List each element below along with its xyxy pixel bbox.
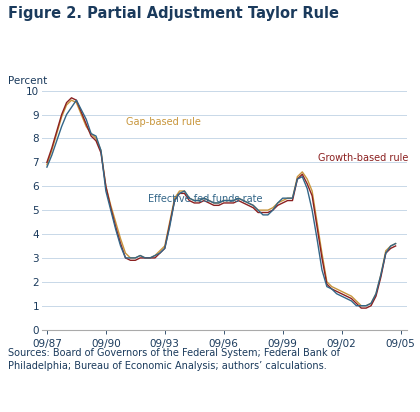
Text: Percent: Percent: [8, 76, 47, 86]
Text: Sources: Board of Governors of the Federal System; Federal Bank of
Philadelphia;: Sources: Board of Governors of the Feder…: [8, 348, 340, 371]
Text: Figure 2. Partial Adjustment Taylor Rule: Figure 2. Partial Adjustment Taylor Rule: [8, 6, 339, 21]
Text: Gap-based rule: Gap-based rule: [126, 117, 201, 127]
Text: Effective fed funds rate: Effective fed funds rate: [148, 194, 262, 204]
Text: Growth-based rule: Growth-based rule: [318, 153, 408, 163]
